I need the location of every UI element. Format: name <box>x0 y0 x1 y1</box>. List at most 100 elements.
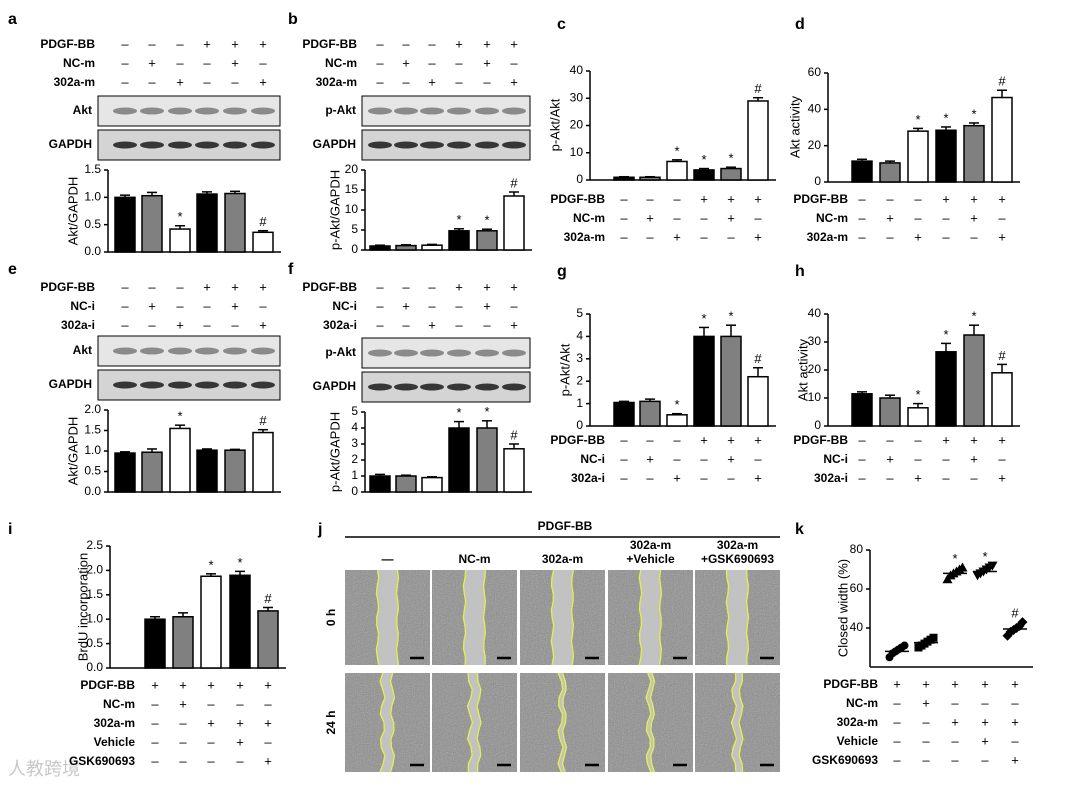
blot-label: p-Akt <box>325 103 356 117</box>
bar <box>963 124 985 183</box>
wound-edge <box>745 569 750 666</box>
bar <box>879 397 901 427</box>
y-tick-label: 2 <box>351 452 358 466</box>
blot-band <box>368 141 392 149</box>
treatment-sign: – <box>121 55 129 70</box>
column-header: +Vehicle <box>626 552 675 566</box>
treatment-sign: + <box>231 298 239 313</box>
blot-label: GAPDH <box>313 379 356 393</box>
treatment-sign: – <box>203 74 211 89</box>
bar <box>169 228 191 253</box>
treatment-sign: + <box>483 55 491 70</box>
treatment-sign: – <box>942 210 950 225</box>
blot-band <box>195 107 219 115</box>
wound-edge <box>550 569 555 666</box>
y-tick-label: 10 <box>808 390 822 404</box>
treatment-sign: + <box>970 432 978 447</box>
bar <box>851 393 873 427</box>
panel-letter: h <box>795 263 805 280</box>
treatment-sign: – <box>646 191 654 206</box>
treatment-sign: + <box>998 191 1006 206</box>
treatment-sign: + <box>483 36 491 51</box>
blot-band <box>223 107 247 115</box>
treatment-sign: – <box>376 298 384 313</box>
treatment-sign: + <box>207 677 215 692</box>
treatment-sign: – <box>646 470 654 485</box>
y-tick-label: 5 <box>351 222 358 236</box>
column-header: NC-m <box>459 552 491 566</box>
y-tick-label: 80 <box>850 542 864 556</box>
bar <box>851 160 873 183</box>
blot-band <box>502 107 526 115</box>
treatment-sign: + <box>893 676 901 691</box>
y-tick-label: 60 <box>850 581 864 595</box>
bar <box>395 244 417 251</box>
significance-marker: * <box>728 309 733 324</box>
treatment-sign: + <box>981 733 989 748</box>
treatment-sign: – <box>646 229 654 244</box>
treatment-sign: – <box>402 74 410 89</box>
significance-marker: # <box>1011 606 1019 621</box>
wound-edge <box>375 569 380 666</box>
treatment-sign: + <box>236 715 244 730</box>
treatment-sign: + <box>455 279 463 294</box>
y-tick-label: 20 <box>808 138 822 152</box>
treatment-sign: – <box>727 229 735 244</box>
treatment-sign: + <box>951 714 959 729</box>
treatment-sign: – <box>151 753 159 768</box>
treatment-label: NC-m <box>325 56 357 70</box>
treatment-sign: – <box>981 695 989 710</box>
panel-letter: i <box>8 521 12 538</box>
blot-band <box>420 141 444 149</box>
treatment-sign: + <box>673 229 681 244</box>
treatment-label: 302a-m <box>94 716 135 730</box>
blot-band <box>251 347 275 355</box>
micrograph <box>695 672 780 773</box>
treatment-sign: + <box>727 432 735 447</box>
wound-edge <box>395 569 400 666</box>
significance-marker: * <box>456 212 461 227</box>
bar <box>639 400 661 427</box>
significance-marker: * <box>674 143 679 158</box>
wound-edge <box>730 672 738 773</box>
bar <box>224 192 246 253</box>
panel-letter: d <box>795 16 805 33</box>
bar <box>169 427 191 493</box>
bar <box>200 575 222 669</box>
blot-band <box>368 349 392 357</box>
significance-marker: # <box>754 351 762 366</box>
treatment-label: 302a-i <box>61 318 95 332</box>
treatment-sign: – <box>893 714 901 729</box>
treatment-sign: – <box>121 74 129 89</box>
blot-band <box>447 107 471 115</box>
treatment-sign: + <box>455 36 463 51</box>
blot-band <box>168 381 192 389</box>
treatment-sign: – <box>203 317 211 332</box>
bar <box>963 334 985 427</box>
treatment-sign: + <box>1011 714 1019 729</box>
significance-marker: # <box>510 427 518 442</box>
significance-marker: * <box>208 557 213 572</box>
treatment-sign: – <box>914 210 922 225</box>
blot-band <box>168 107 192 115</box>
y-tick-label: 15 <box>345 182 359 196</box>
blot-band <box>447 383 471 391</box>
treatment-sign: + <box>151 677 159 692</box>
treatment-sign: – <box>510 298 518 313</box>
treatment-sign: – <box>428 298 436 313</box>
bar <box>666 414 688 427</box>
blot-band <box>251 107 275 115</box>
blot-band <box>420 349 444 357</box>
treatment-sign: – <box>207 734 215 749</box>
blot-band <box>140 381 164 389</box>
treatment-sign: – <box>914 432 922 447</box>
bar <box>503 195 525 251</box>
blot-band <box>168 347 192 355</box>
treatment-label: PDGF-BB <box>80 678 135 692</box>
blot-band <box>140 107 164 115</box>
treatment-sign: – <box>893 695 901 710</box>
treatment-sign: – <box>148 74 156 89</box>
micrograph <box>520 672 605 773</box>
blot-band <box>140 347 164 355</box>
treatment-sign: – <box>176 36 184 51</box>
